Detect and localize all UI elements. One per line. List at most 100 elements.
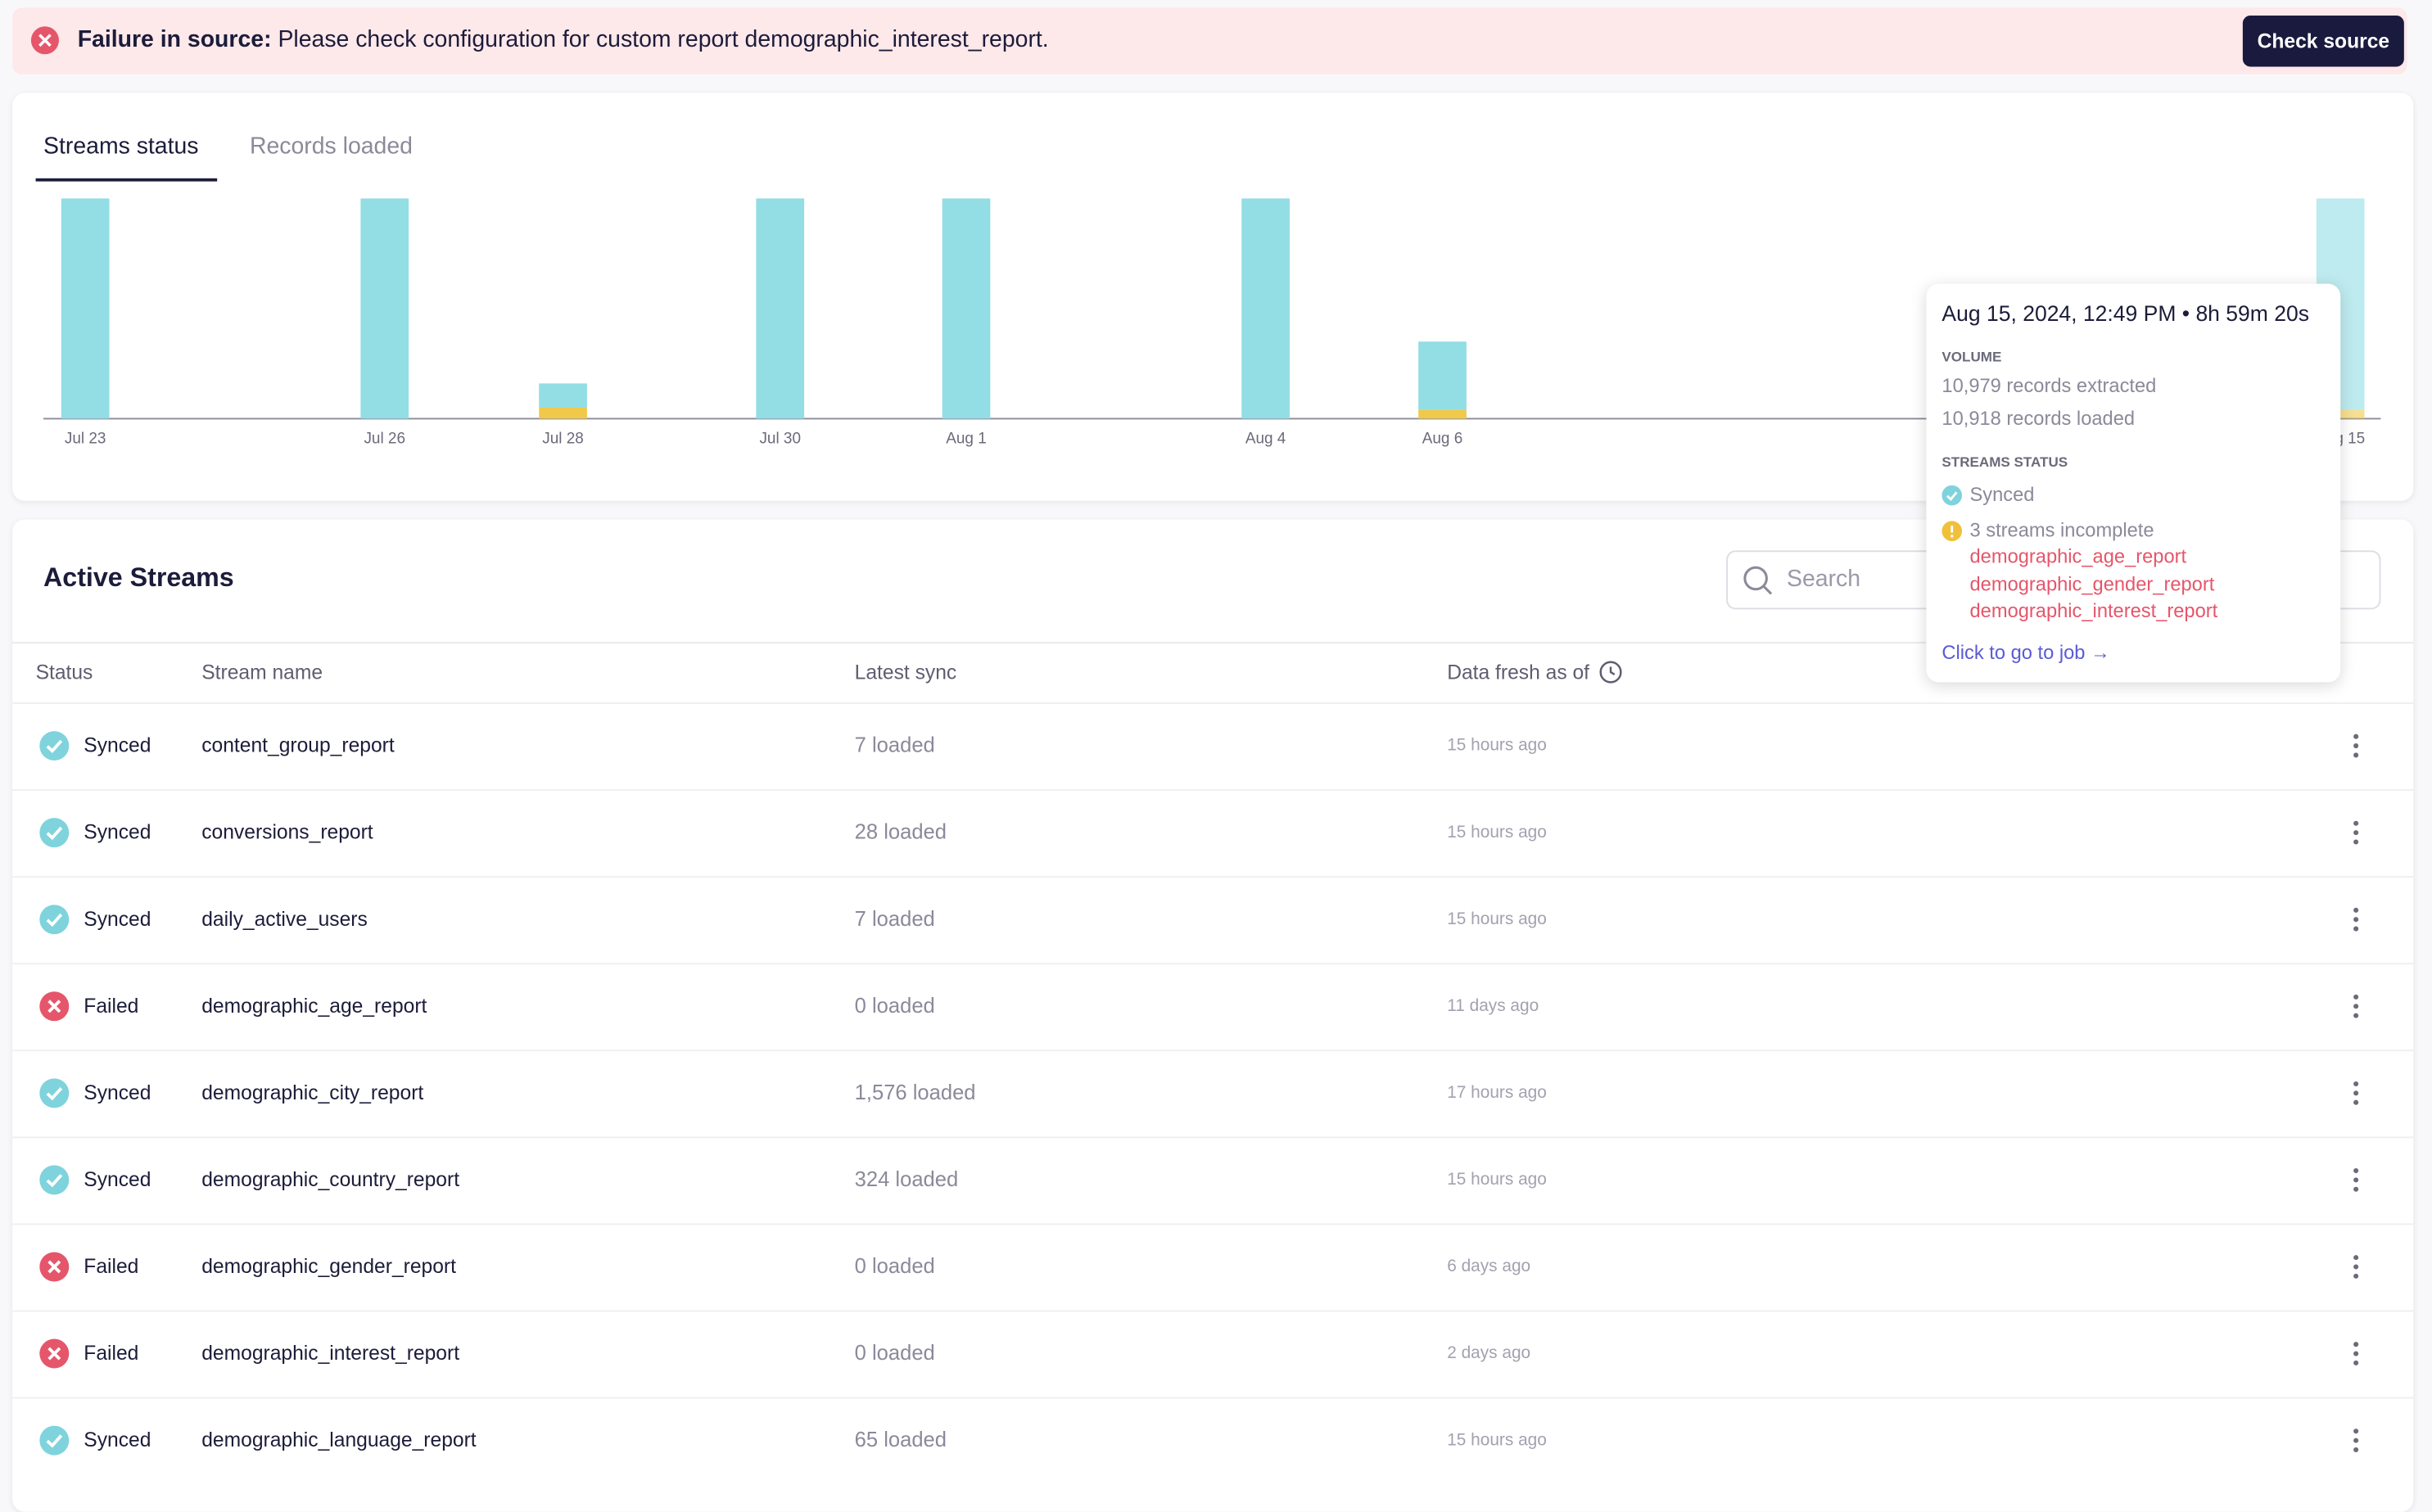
row-divider [12, 1136, 2414, 1139]
data-fresh: 6 days ago [1447, 1257, 1531, 1276]
row-menu[interactable] [2351, 994, 2360, 1027]
x-tick-label: Jul 30 [759, 431, 801, 448]
stream-name: demographic_city_report [201, 1081, 424, 1104]
stream-name: demographic_language_report [201, 1428, 477, 1451]
row-divider [12, 1310, 2414, 1312]
incomplete-stream: demographic_age_report [1969, 545, 2187, 568]
row-menu[interactable] [2351, 1167, 2360, 1200]
x-tick-label: Aug 4 [1245, 431, 1286, 448]
latest-sync: 28 loaded [854, 819, 947, 844]
bar-synced [61, 198, 110, 419]
bar-synced [756, 198, 805, 419]
banner-text: Failure in source: Please check configur… [78, 26, 1049, 52]
synced-icon [1942, 485, 1963, 506]
status-text: Failed [84, 994, 139, 1018]
row-divider [12, 876, 2414, 878]
section-title: Active Streams [43, 562, 234, 593]
tooltip-title: Aug 15, 2024, 12:49 PM • 8h 59m 20s [1942, 300, 2310, 326]
bar-incomplete [1418, 409, 1467, 419]
row-menu[interactable] [2351, 733, 2360, 766]
stream-name: demographic_age_report [201, 994, 427, 1018]
row-divider [12, 1223, 2414, 1225]
status-text: Synced [84, 733, 151, 757]
status-text: Synced [84, 1167, 151, 1191]
bar-synced [1241, 198, 1290, 419]
synced-icon [38, 1077, 70, 1116]
tab[interactable]: Streams status [43, 133, 199, 160]
bar-synced [942, 198, 991, 419]
latest-sync: 7 loaded [854, 733, 935, 757]
stream-name: demographic_gender_report [201, 1254, 456, 1278]
tooltip-heading: STREAMS STATUS [1942, 454, 2068, 470]
tooltip-synced: Synced [1969, 483, 2035, 506]
x-tick-label: Jul 26 [364, 431, 405, 448]
data-fresh: 17 hours ago [1447, 1083, 1547, 1103]
synced-icon [38, 1164, 70, 1203]
tooltip-heading: VOLUME [1942, 349, 2002, 365]
column-header: Data fresh as of [1447, 660, 1590, 684]
synced-icon [38, 1425, 70, 1464]
latest-sync: 0 loaded [854, 1341, 935, 1365]
row-divider [12, 1049, 2414, 1052]
row-menu[interactable] [2351, 1081, 2360, 1113]
tooltip-incomplete: 3 streams incomplete [1969, 519, 2154, 542]
streams-card [12, 519, 2414, 1512]
row-divider [12, 789, 2414, 791]
error-icon [30, 26, 59, 55]
latest-sync: 0 loaded [854, 1254, 935, 1278]
clock-icon [1598, 661, 1622, 692]
stream-name: demographic_country_report [201, 1167, 460, 1191]
banner-label: Failure in source: [77, 26, 272, 53]
row-menu[interactable] [2351, 1341, 2360, 1374]
tab[interactable]: Records loaded [249, 133, 413, 160]
check-source-button[interactable]: Check source [2242, 15, 2404, 67]
job-link[interactable]: Click to go to job → [1942, 642, 2110, 664]
error-banner: Failure in source: Please check configur… [12, 7, 2407, 74]
status-text: Failed [84, 1254, 139, 1278]
failed-icon [38, 991, 70, 1029]
row-menu[interactable] [2351, 820, 2360, 853]
x-tick-label: Jul 28 [542, 431, 584, 448]
status-text: Synced [84, 1081, 151, 1104]
row-menu[interactable] [2351, 1254, 2360, 1287]
column-header: Latest sync [854, 660, 957, 684]
x-tick-label: Aug 1 [946, 431, 987, 448]
bar-synced [539, 383, 587, 408]
row-divider [12, 1397, 2414, 1399]
warning-icon [1942, 521, 1963, 542]
divider [12, 642, 2414, 644]
latest-sync: 7 loaded [854, 907, 935, 931]
latest-sync: 65 loaded [854, 1428, 947, 1451]
stream-name: demographic_interest_report [201, 1341, 460, 1365]
synced-icon [38, 904, 70, 942]
tooltip-extracted: 10,979 records extracted [1942, 375, 2157, 397]
incomplete-stream: demographic_gender_report [1969, 573, 2215, 596]
x-tick-label: Aug 6 [1422, 431, 1463, 448]
latest-sync: 0 loaded [854, 994, 935, 1018]
stream-name: daily_active_users [201, 907, 368, 931]
tab-underline [35, 178, 218, 182]
bar-synced [360, 198, 409, 419]
bar-incomplete [539, 407, 587, 419]
status-text: Synced [84, 819, 151, 844]
row-menu[interactable] [2351, 907, 2360, 940]
stream-name: conversions_report [201, 819, 373, 844]
failed-icon [38, 1252, 70, 1290]
search-icon [1743, 566, 1773, 595]
stream-name: content_group_report [201, 733, 395, 757]
latest-sync: 324 loaded [854, 1167, 959, 1191]
banner-message: Please check configuration for custom re… [278, 26, 1049, 53]
data-fresh: 2 days ago [1447, 1344, 1531, 1363]
tooltip: Aug 15, 2024, 12:49 PM • 8h 59m 20s VOLU… [1926, 283, 2341, 683]
incomplete-stream: demographic_interest_report [1969, 600, 2218, 622]
failed-icon [38, 1338, 70, 1377]
data-fresh: 15 hours ago [1447, 909, 1547, 929]
x-tick-label: Jul 23 [65, 431, 106, 448]
status-text: Failed [84, 1341, 139, 1365]
latest-sync: 1,576 loaded [854, 1081, 976, 1104]
bar-incomplete [2316, 409, 2365, 419]
row-menu[interactable] [2351, 1428, 2360, 1460]
tooltip-loaded: 10,918 records loaded [1942, 408, 2136, 430]
status-text: Synced [84, 1428, 151, 1451]
